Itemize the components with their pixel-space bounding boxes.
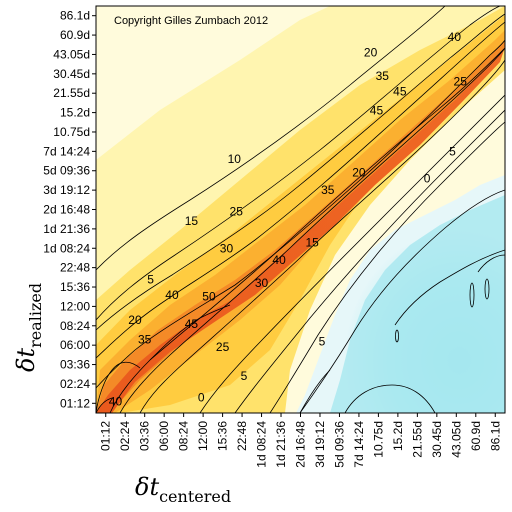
y-tick-label: 15:36 <box>60 280 90 294</box>
x-tick-label: 03:36 <box>138 421 152 451</box>
svg-text:δtrealized: δtrealized <box>12 283 45 372</box>
y-axis-title-symbol: δt <box>12 348 40 372</box>
y-tick-label: 02:24 <box>60 377 90 391</box>
contour-label: 40 <box>109 394 123 408</box>
x-tick-label: 01:12 <box>99 421 113 451</box>
x-axis-title-subscript: centered <box>159 487 231 506</box>
y-tick-label: 5d 09:36 <box>43 164 90 178</box>
x-tick-label: 7d 14:24 <box>352 421 366 468</box>
contour-label: 25 <box>230 204 244 218</box>
x-tick-label: 12:00 <box>196 421 210 451</box>
x-tick-label: 5d 09:36 <box>332 421 346 468</box>
x-axis-ticks: 01:12 02:24 03:36 06:00 08:24 12:00 15:36 22:48… <box>99 413 502 468</box>
contour-label: 40 <box>165 288 179 302</box>
y-tick-label: 12:00 <box>60 299 90 313</box>
contour-label: 5 <box>319 334 326 348</box>
y-axis-title: δtrealized <box>12 283 45 372</box>
y-tick-label: 10.75d <box>53 125 90 139</box>
y-axis-ticks: 01:12 02:24 03:36 06:00 08:24 12:00 15:36 22:48… <box>43 9 96 410</box>
x-tick-label: 15:36 <box>216 421 230 451</box>
y-tick-label: 06:00 <box>60 338 90 352</box>
y-tick-label: 30.45d <box>53 67 90 81</box>
contour-labels: 4020355404550025515302510304015355204535… <box>109 30 467 408</box>
y-tick-label: 15.2d <box>60 106 90 120</box>
y-tick-label: 01:12 <box>60 396 90 410</box>
x-tick-label: 22:48 <box>235 421 249 451</box>
contour-label: 40 <box>272 253 286 267</box>
y-axis-title-subscript: realized <box>26 283 45 348</box>
x-tick-label: 1d 21:36 <box>274 421 288 468</box>
contour-label: 10 <box>228 152 242 166</box>
y-tick-label: 1d 21:36 <box>43 222 90 236</box>
contour-label: 45 <box>393 84 407 98</box>
x-tick-label: 43.05d <box>449 421 463 458</box>
contour-label: 35 <box>321 183 335 197</box>
x-tick-label: 3d 19:12 <box>313 421 327 468</box>
contour-label: 5 <box>241 369 248 383</box>
y-tick-label: 22:48 <box>60 261 90 275</box>
contour-label: 30 <box>220 241 234 255</box>
y-tick-label: 3d 19:12 <box>43 183 90 197</box>
contour-label: 20 <box>128 313 142 327</box>
x-tick-label: 06:00 <box>157 421 171 451</box>
y-tick-label: 60.9d <box>60 28 90 42</box>
contour-label: 30 <box>255 276 269 290</box>
y-tick-label: 43.05d <box>53 47 90 61</box>
contour-label: 35 <box>138 332 152 346</box>
contour-label: 20 <box>352 166 366 180</box>
x-tick-label: 02:24 <box>118 421 132 451</box>
contour-label: 5 <box>449 144 456 158</box>
x-tick-label: 30.45d <box>430 421 444 458</box>
contour-label: 20 <box>364 46 378 60</box>
contour-label: 50 <box>202 290 216 304</box>
y-tick-label: 86.1d <box>60 9 90 23</box>
heatmap-fill <box>96 6 505 413</box>
contour-label: 35 <box>376 69 390 83</box>
x-tick-label: 1d 08:24 <box>255 421 269 468</box>
x-tick-label: 10.75d <box>371 421 385 458</box>
y-tick-label: 1d 08:24 <box>43 241 90 255</box>
contour-label: 15 <box>185 214 199 228</box>
contour-label: 0 <box>198 390 205 404</box>
x-axis-title-symbol: δt <box>135 473 159 501</box>
x-tick-label: 08:24 <box>177 421 191 451</box>
contour-label: 0 <box>424 171 431 185</box>
contour-label: 40 <box>448 30 462 44</box>
y-tick-label: 08:24 <box>60 319 90 333</box>
contour-label: 45 <box>185 317 199 331</box>
x-tick-label: 2d 16:48 <box>294 421 308 468</box>
x-tick-label: 15.2d <box>391 421 405 451</box>
contour-label: 5 <box>147 272 154 286</box>
x-tick-label: 21.55d <box>410 421 424 458</box>
copyright-annotation: Copyright Gilles Zumbach 2012 <box>114 15 268 27</box>
y-tick-label: 7d 14:24 <box>43 144 90 158</box>
x-tick-label: 60.9d <box>469 421 483 451</box>
contour-lines <box>96 6 505 413</box>
y-tick-label: 03:36 <box>60 358 90 372</box>
contour-label: 45 <box>370 104 384 118</box>
x-axis-title: δtcentered <box>135 473 231 506</box>
contour-label: 25 <box>216 340 230 354</box>
x-tick-label: 86.1d <box>488 421 502 451</box>
contour-label: 25 <box>454 75 468 89</box>
y-tick-label: 21.55d <box>53 86 90 100</box>
svg-text:δtcentered: δtcentered <box>135 473 231 506</box>
y-tick-label: 2d 16:48 <box>43 203 90 217</box>
contour-label: 15 <box>306 235 320 249</box>
